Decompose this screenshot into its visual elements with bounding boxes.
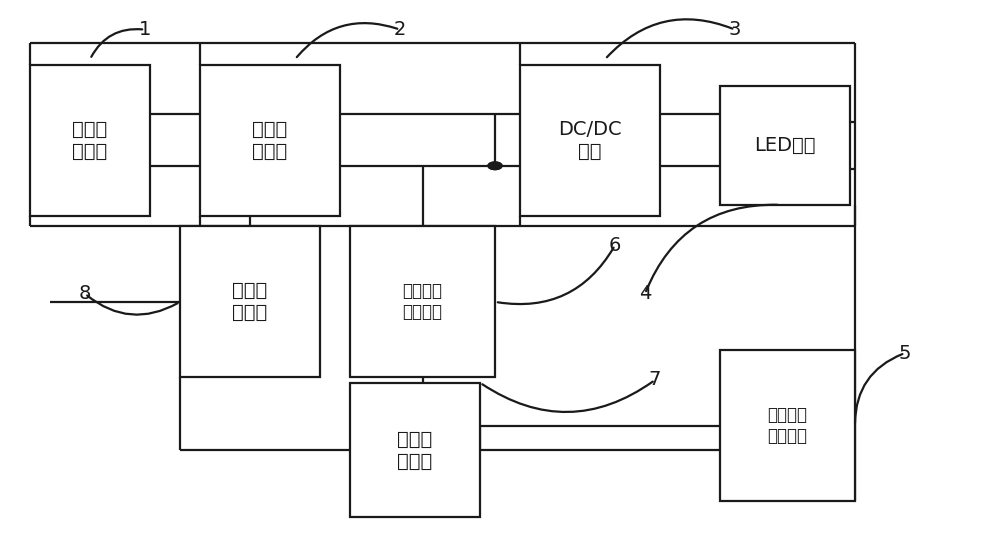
Bar <box>720 86 850 205</box>
Circle shape <box>488 162 502 170</box>
Text: LED负载: LED负载 <box>754 136 816 155</box>
Bar <box>350 383 480 517</box>
Text: 7: 7 <box>649 370 661 390</box>
Text: 3: 3 <box>729 20 741 39</box>
Bar <box>350 226 495 377</box>
Bar <box>30 65 150 216</box>
Bar <box>200 65 340 216</box>
Text: 8: 8 <box>79 284 91 303</box>
Text: 信号处
理模块: 信号处 理模块 <box>232 281 268 322</box>
Text: 5: 5 <box>899 343 911 363</box>
Text: 1: 1 <box>139 20 151 39</box>
Circle shape <box>488 162 502 170</box>
Bar <box>180 226 320 377</box>
Text: 第一电压
采集模块: 第一电压 采集模块 <box>768 406 808 445</box>
Text: 功率转
换模块: 功率转 换模块 <box>252 120 288 161</box>
Text: 2: 2 <box>394 20 406 39</box>
Text: DC/DC
模块: DC/DC 模块 <box>558 120 622 161</box>
Text: 4: 4 <box>639 284 651 303</box>
Bar <box>520 65 660 216</box>
Bar <box>720 350 855 501</box>
Text: 6: 6 <box>609 236 621 255</box>
Text: 电压调
节模块: 电压调 节模块 <box>397 430 433 471</box>
Text: 第二电压
采集模块: 第二电压 采集模块 <box>402 282 442 321</box>
Text: 整流滤
波模块: 整流滤 波模块 <box>72 120 108 161</box>
